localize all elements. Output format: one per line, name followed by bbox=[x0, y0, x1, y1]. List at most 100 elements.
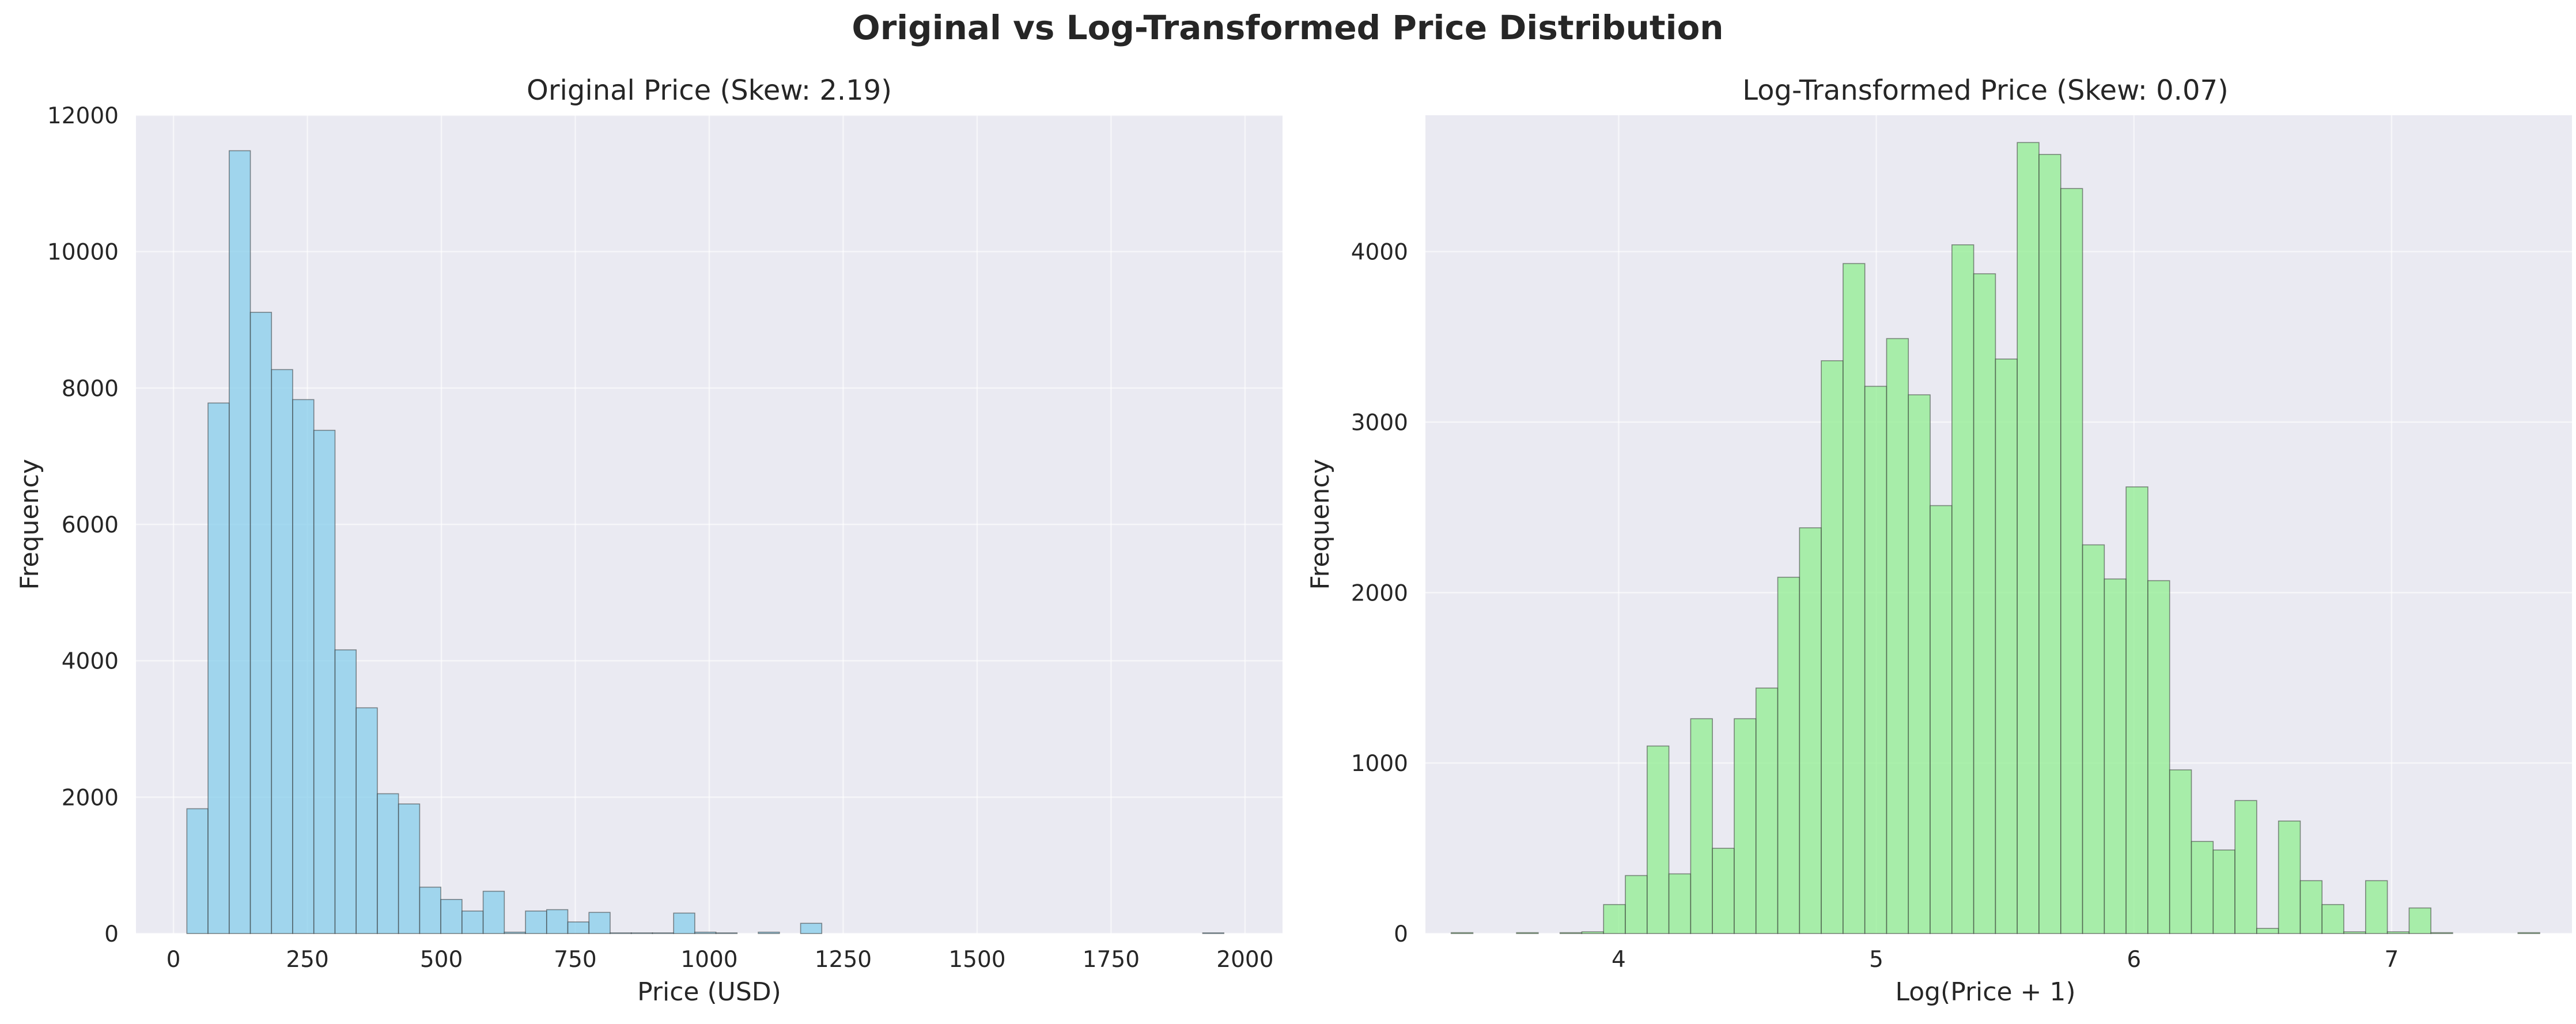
x-tick-label: 7 bbox=[2385, 947, 2399, 973]
y-tick-label: 1000 bbox=[1351, 751, 1408, 777]
x-tick-label: 1000 bbox=[680, 947, 737, 973]
histogram-bar bbox=[1799, 527, 1822, 934]
histogram-bar bbox=[1690, 718, 1713, 934]
histogram-bar bbox=[2256, 928, 2279, 934]
y-tick-label: 0 bbox=[1394, 921, 1408, 947]
histogram-bar bbox=[1202, 932, 1224, 934]
histogram-bar bbox=[610, 932, 632, 934]
histogram-bar bbox=[2343, 931, 2366, 934]
histogram-bar bbox=[1886, 338, 1909, 934]
x-tick-label: 1250 bbox=[815, 947, 872, 973]
subplot-title-original: Original Price (Skew: 2.19) bbox=[527, 74, 892, 107]
histogram-bar bbox=[1712, 848, 1735, 934]
y-tick-label: 4000 bbox=[1351, 240, 1408, 266]
histogram-bar bbox=[355, 707, 378, 934]
histogram-bar bbox=[2386, 931, 2410, 934]
x-tick-label: 250 bbox=[286, 947, 328, 973]
histogram-original-price: 0 250 500 750 1000 1250 1500 1750 2000 0 2000 4000… bbox=[15, 74, 1283, 1007]
x-tick-label: 5 bbox=[1869, 947, 1883, 973]
histogram-bar bbox=[2191, 841, 2214, 934]
histogram-bar bbox=[1668, 873, 1692, 934]
histogram-bar bbox=[2169, 769, 2192, 934]
histogram-log-price: 4 5 6 7 0 1000 2000 3000 4000 Log-Transformed P… bbox=[1306, 74, 2572, 1007]
histogram-bar bbox=[2212, 849, 2235, 934]
histogram-bar bbox=[800, 923, 823, 934]
x-tick-label: 1750 bbox=[1083, 947, 1140, 973]
histogram-bar bbox=[334, 649, 357, 934]
histogram-bar bbox=[1864, 386, 1887, 934]
histogram-bar bbox=[271, 369, 293, 934]
histogram-bar bbox=[1647, 745, 1670, 934]
histogram-bar bbox=[652, 932, 674, 934]
y-tick-labels-log: 0 1000 2000 3000 4000 bbox=[1351, 240, 1408, 947]
histogram-bar bbox=[694, 931, 717, 934]
histogram-bar bbox=[1625, 875, 1648, 934]
histogram-bar bbox=[229, 150, 251, 934]
histogram-bar bbox=[2234, 800, 2257, 934]
y-tick-label: 10000 bbox=[47, 240, 119, 266]
histogram-bar bbox=[1734, 718, 1757, 934]
y-tick-label: 2000 bbox=[62, 785, 119, 811]
histogram-bar bbox=[1973, 273, 1996, 934]
bars-original bbox=[186, 150, 1224, 934]
histogram-bar bbox=[2408, 907, 2431, 934]
y-tick-labels-original: 0 2000 4000 6000 8000 10000 12000 bbox=[47, 103, 119, 947]
histogram-bar bbox=[630, 932, 653, 934]
y-tick-label: 6000 bbox=[62, 512, 119, 538]
histogram-bar bbox=[398, 803, 421, 934]
histogram-bar bbox=[1843, 263, 1866, 934]
y-tick-label: 2000 bbox=[1351, 580, 1408, 606]
histogram-bar bbox=[482, 890, 505, 934]
histogram-bar bbox=[2017, 142, 2040, 934]
histogram-bar bbox=[419, 886, 441, 934]
histogram-bar bbox=[313, 429, 336, 934]
x-tick-label: 0 bbox=[167, 947, 181, 973]
histogram-bar bbox=[1777, 576, 1800, 934]
x-axis-label-log: Log(Price + 1) bbox=[1895, 977, 2075, 1007]
histogram-bar bbox=[2104, 578, 2127, 934]
histogram-bar bbox=[1516, 932, 1539, 934]
x-tick-labels-log: 4 5 6 7 bbox=[1612, 947, 2399, 973]
histogram-bar bbox=[1603, 904, 1626, 934]
histogram-bar bbox=[440, 899, 463, 934]
y-tick-label: 0 bbox=[104, 921, 119, 947]
histogram-bar bbox=[504, 931, 526, 934]
y-axis-label-log: Frequency bbox=[1306, 459, 1335, 590]
histogram-bar bbox=[1995, 358, 2018, 934]
x-tick-label: 750 bbox=[554, 947, 596, 973]
histogram-bar bbox=[1930, 505, 1953, 934]
histogram-bar bbox=[1755, 687, 1779, 934]
histogram-bar bbox=[2060, 188, 2083, 934]
histogram-bar bbox=[207, 402, 230, 934]
histogram-bar bbox=[2278, 820, 2301, 934]
x-axis-label-original: Price (USD) bbox=[637, 977, 781, 1007]
histogram-bar bbox=[758, 931, 780, 934]
histogram-bar bbox=[715, 932, 738, 934]
x-tick-label: 1500 bbox=[948, 947, 1005, 973]
figure-suptitle: Original vs Log-Transformed Price Distri… bbox=[852, 8, 1723, 47]
y-tick-label: 3000 bbox=[1351, 410, 1408, 436]
histogram-bar bbox=[249, 312, 273, 934]
histogram-bar bbox=[2147, 580, 2170, 934]
x-tick-label: 4 bbox=[1612, 947, 1626, 973]
histogram-bar bbox=[2517, 932, 2540, 934]
histogram-bar bbox=[525, 910, 547, 934]
subplot-title-log: Log-Transformed Price (Skew: 0.07) bbox=[1742, 74, 2229, 107]
histogram-bar bbox=[2299, 880, 2323, 934]
histogram-bar bbox=[377, 793, 399, 934]
y-tick-label: 12000 bbox=[47, 103, 119, 129]
histogram-bar bbox=[1450, 932, 1474, 934]
y-tick-label: 4000 bbox=[62, 649, 119, 675]
histogram-bar bbox=[462, 910, 484, 934]
x-tick-label: 2000 bbox=[1216, 947, 1273, 973]
histogram-bar bbox=[2125, 486, 2148, 934]
histogram-bar bbox=[588, 912, 611, 934]
x-tick-label: 500 bbox=[420, 947, 463, 973]
x-tick-labels-original: 0 250 500 750 1000 1250 1500 1750 2000 bbox=[167, 947, 1274, 973]
histogram-bar bbox=[2365, 880, 2388, 934]
y-tick-label: 8000 bbox=[62, 376, 119, 402]
histogram-bar bbox=[1908, 394, 1931, 934]
histogram-bar bbox=[2430, 932, 2453, 934]
x-tick-label: 6 bbox=[2127, 947, 2141, 973]
